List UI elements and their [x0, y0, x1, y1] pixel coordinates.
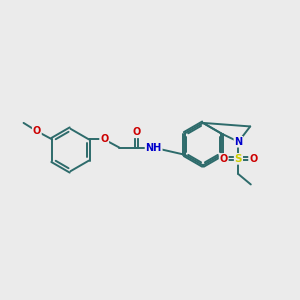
Text: O: O	[220, 154, 228, 164]
Text: O: O	[249, 154, 257, 164]
Text: O: O	[100, 134, 108, 144]
Text: S: S	[235, 154, 242, 164]
Text: NH: NH	[146, 142, 162, 153]
Text: N: N	[234, 137, 242, 147]
Text: O: O	[132, 127, 141, 137]
Text: O: O	[33, 126, 41, 136]
